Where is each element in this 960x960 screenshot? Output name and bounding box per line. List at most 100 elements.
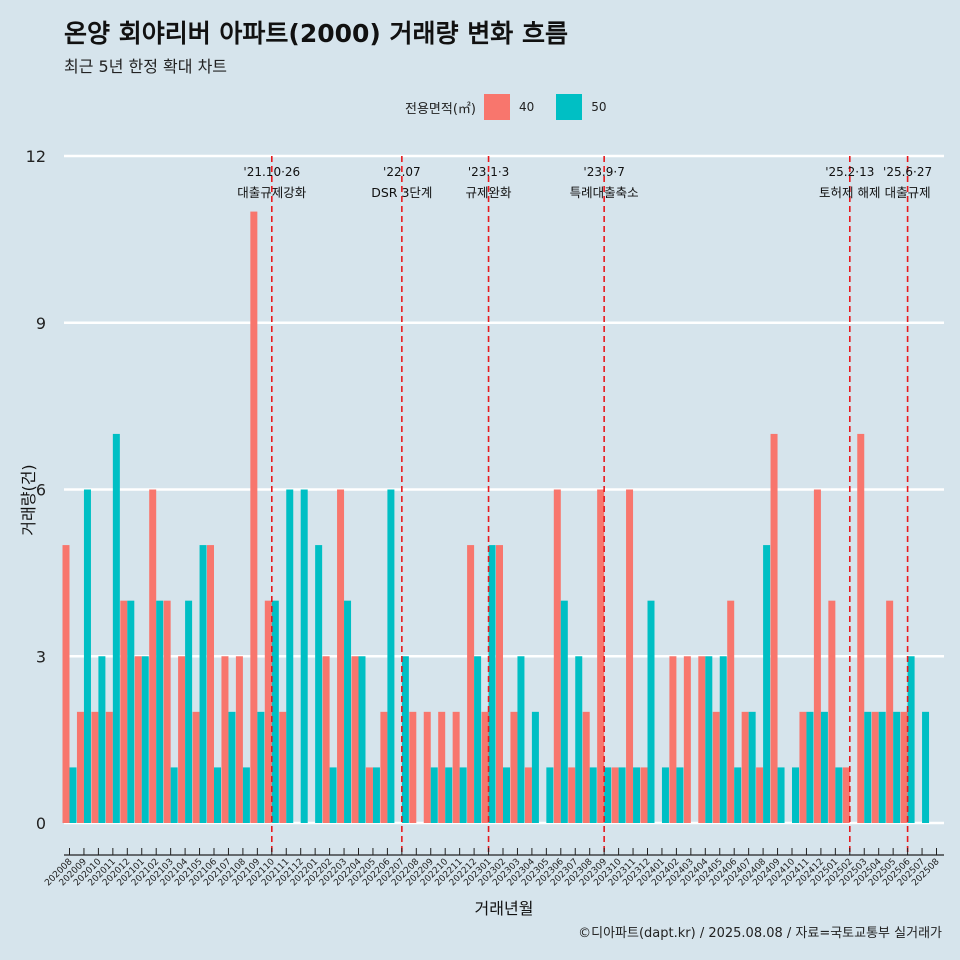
bar-40-202311 xyxy=(626,489,634,823)
bar-40-202403 xyxy=(683,656,691,823)
bar-50-202301 xyxy=(488,545,496,823)
event-label-3: 특례대출축소 xyxy=(570,185,639,200)
legend-key-40 xyxy=(483,94,510,120)
bar-40-202409 xyxy=(770,433,778,823)
bar-40-202010 xyxy=(91,711,99,823)
event-date-1: '22.07 xyxy=(383,165,421,179)
bar-40-202102 xyxy=(149,489,157,823)
legend-label-50: 50 xyxy=(591,100,607,114)
source-caption: ©디아파트(dapt.kr) / 2025.08.08 / 자료=국토교통부 실… xyxy=(578,926,942,941)
bar-50-202506 xyxy=(907,656,915,823)
bar-40-202110 xyxy=(264,600,272,823)
bar-50-202305 xyxy=(546,767,554,823)
bar-40-202306 xyxy=(553,489,561,823)
bar-40-202012 xyxy=(120,600,128,823)
bar-40-202101 xyxy=(134,656,142,823)
bar-40-202408 xyxy=(756,767,764,823)
bar-50-202104 xyxy=(185,600,193,823)
bar-40-202302 xyxy=(496,545,503,823)
bar-50-202110 xyxy=(271,600,279,823)
bar-50-202102 xyxy=(156,600,164,823)
bar-50-202206 xyxy=(387,489,395,823)
chart-subtitle: 최근 5년 한정 확대 차트 xyxy=(64,57,228,76)
y-tick-label-6: 6 xyxy=(36,481,46,500)
event-label-1: DSR 3단계 xyxy=(371,185,432,200)
bar-50-202101 xyxy=(141,656,149,823)
bar-50-202404 xyxy=(705,656,713,823)
chart-title: 온양 회야리버 아파트(2000) 거래량 변화 흐름 xyxy=(64,19,568,48)
bar-50-202012 xyxy=(127,600,135,823)
bar-40-202202 xyxy=(322,656,330,823)
bar-50-202302 xyxy=(503,767,510,823)
bar-50-202112 xyxy=(300,489,308,823)
bar-50-202103 xyxy=(170,767,178,823)
bar-40-202103 xyxy=(163,600,171,823)
bar-50-202407 xyxy=(748,711,756,823)
event-label-0: 대출규제강화 xyxy=(237,185,307,200)
bar-50-202504 xyxy=(878,711,886,823)
bar-40-202402 xyxy=(669,656,677,823)
bar-50-202212 xyxy=(474,656,482,823)
event-label-5: 대출규제 xyxy=(885,185,931,200)
bar-50-202402 xyxy=(676,767,684,823)
bar-50-202107 xyxy=(228,711,236,823)
bar-50-202207 xyxy=(401,656,409,823)
bar-50-202501 xyxy=(835,767,843,823)
bar-40-202502 xyxy=(842,767,850,823)
event-date-3: '23.9·7 xyxy=(583,165,624,179)
bar-50-202210 xyxy=(445,767,453,823)
bar-50-202401 xyxy=(661,767,669,823)
y-tick-label-0: 0 xyxy=(36,814,46,833)
legend-key-50 xyxy=(556,94,583,120)
bar-50-202412 xyxy=(820,711,828,823)
bar-40-202504 xyxy=(871,711,879,823)
bar-40-202309 xyxy=(597,489,605,823)
bar-50-202201 xyxy=(315,545,323,823)
bar-40-202301 xyxy=(481,711,489,823)
legend-title: 전용면적(㎡) xyxy=(405,101,476,117)
bar-50-202008 xyxy=(69,767,77,823)
bar-40-202406 xyxy=(727,600,735,823)
bar-50-202308 xyxy=(589,767,597,823)
bar-50-202409 xyxy=(777,767,785,823)
bar-50-202105 xyxy=(199,545,207,823)
bar-40-202109 xyxy=(250,211,258,824)
bar-40-202105 xyxy=(192,711,200,823)
bar-50-202211 xyxy=(459,767,467,823)
bar-40-202505 xyxy=(886,600,894,823)
bar-50-202411 xyxy=(806,711,814,823)
bar-50-202410 xyxy=(792,767,799,823)
bar-40-202208 xyxy=(409,711,417,823)
bar-40-202405 xyxy=(712,711,720,823)
bar-40-202212 xyxy=(467,545,475,823)
y-axis-title: 거래량(건) xyxy=(19,464,38,535)
bar-40-202204 xyxy=(351,656,359,823)
event-date-0: '21.10·26 xyxy=(243,165,300,179)
y-tick-label-9: 9 xyxy=(36,314,46,333)
bar-50-202405 xyxy=(719,656,727,823)
bar-50-202209 xyxy=(430,767,438,823)
bar-40-202307 xyxy=(568,767,576,823)
bar-50-202111 xyxy=(286,489,294,823)
bar-40-202407 xyxy=(741,711,749,823)
legend: 전용면적(㎡) 40 50 xyxy=(405,92,629,122)
bar-50-202312 xyxy=(647,600,655,823)
bar-50-202408 xyxy=(763,545,771,823)
bar-40-202503 xyxy=(857,433,865,823)
bar-50-202505 xyxy=(893,711,901,823)
bar-40-202210 xyxy=(438,711,446,823)
bar-40-202501 xyxy=(828,600,836,823)
event-date-2: '23.1·3 xyxy=(468,165,509,179)
y-tick-label-12: 12 xyxy=(26,147,46,166)
bar-50-202108 xyxy=(242,767,250,823)
bar-50-202304 xyxy=(531,711,539,823)
bar-40-202108 xyxy=(235,656,243,823)
event-label-2: 규제완화 xyxy=(466,185,513,200)
bar-50-202202 xyxy=(329,767,337,823)
legend-label-40: 40 xyxy=(518,100,535,114)
y-tick-label-3: 3 xyxy=(36,647,46,666)
bar-40-202211 xyxy=(452,711,460,823)
bar-50-202307 xyxy=(575,656,583,823)
bar-50-202106 xyxy=(214,767,221,823)
